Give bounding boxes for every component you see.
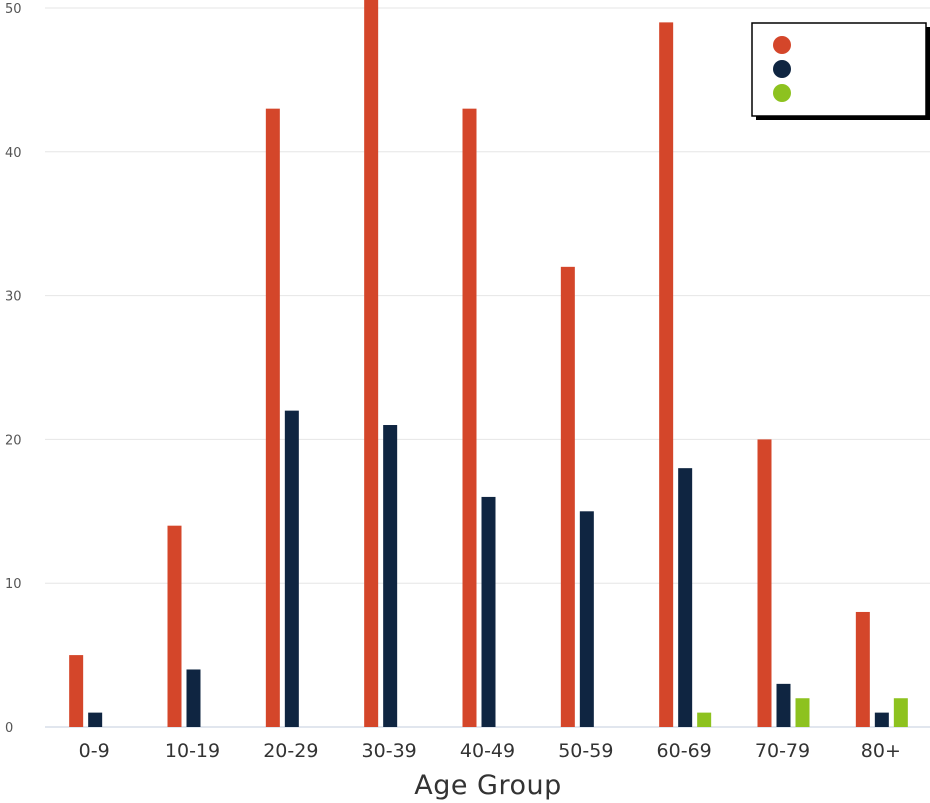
x-tick-label: 40-49 bbox=[460, 740, 515, 762]
bar bbox=[560, 266, 575, 727]
bar bbox=[757, 439, 772, 727]
x-tick-label: 0-9 bbox=[79, 740, 110, 762]
bar bbox=[265, 108, 280, 727]
bar bbox=[893, 698, 908, 727]
y-axis-ticks: 0 10 20 30 40 50 bbox=[5, 2, 22, 736]
legend-marker bbox=[773, 60, 791, 78]
y-tick-label: 0 bbox=[5, 721, 13, 736]
legend-marker bbox=[773, 84, 791, 102]
legend-marker bbox=[773, 36, 791, 54]
bar bbox=[659, 22, 674, 727]
legend-items bbox=[773, 36, 791, 102]
bar bbox=[462, 108, 477, 727]
y-tick-label: 10 bbox=[5, 577, 22, 592]
y-tick-label: 40 bbox=[5, 146, 22, 161]
x-tick-label: 50-59 bbox=[558, 740, 613, 762]
bars bbox=[69, 0, 908, 727]
bar bbox=[186, 669, 201, 727]
bar bbox=[678, 468, 693, 727]
bar bbox=[481, 496, 496, 727]
bar bbox=[284, 410, 299, 727]
x-tick-label: 10-19 bbox=[165, 740, 220, 762]
bar bbox=[69, 655, 84, 727]
y-tick-label: 20 bbox=[5, 433, 22, 448]
x-axis-title: Age Group bbox=[414, 770, 562, 801]
bar bbox=[855, 611, 870, 727]
legend bbox=[751, 22, 930, 120]
x-tick-label: 60-69 bbox=[657, 740, 712, 762]
bar bbox=[776, 683, 791, 727]
x-axis-ticks: 0-9 10-19 20-29 30-39 40-49 50-59 60-69 70-79 80… bbox=[79, 740, 901, 762]
bar bbox=[874, 712, 889, 727]
bar bbox=[579, 511, 594, 727]
bar bbox=[795, 698, 810, 727]
bar bbox=[697, 712, 712, 727]
bar bbox=[88, 712, 103, 727]
x-tick-label: 70-79 bbox=[755, 740, 810, 762]
bar bbox=[167, 525, 182, 727]
x-tick-label: 80+ bbox=[861, 740, 901, 762]
bar bbox=[383, 425, 398, 727]
y-tick-label: 30 bbox=[5, 290, 22, 305]
y-tick-label: 50 bbox=[5, 2, 22, 17]
x-tick-label: 30-39 bbox=[362, 740, 417, 762]
x-tick-label: 20-29 bbox=[263, 740, 318, 762]
bar bbox=[364, 0, 379, 727]
